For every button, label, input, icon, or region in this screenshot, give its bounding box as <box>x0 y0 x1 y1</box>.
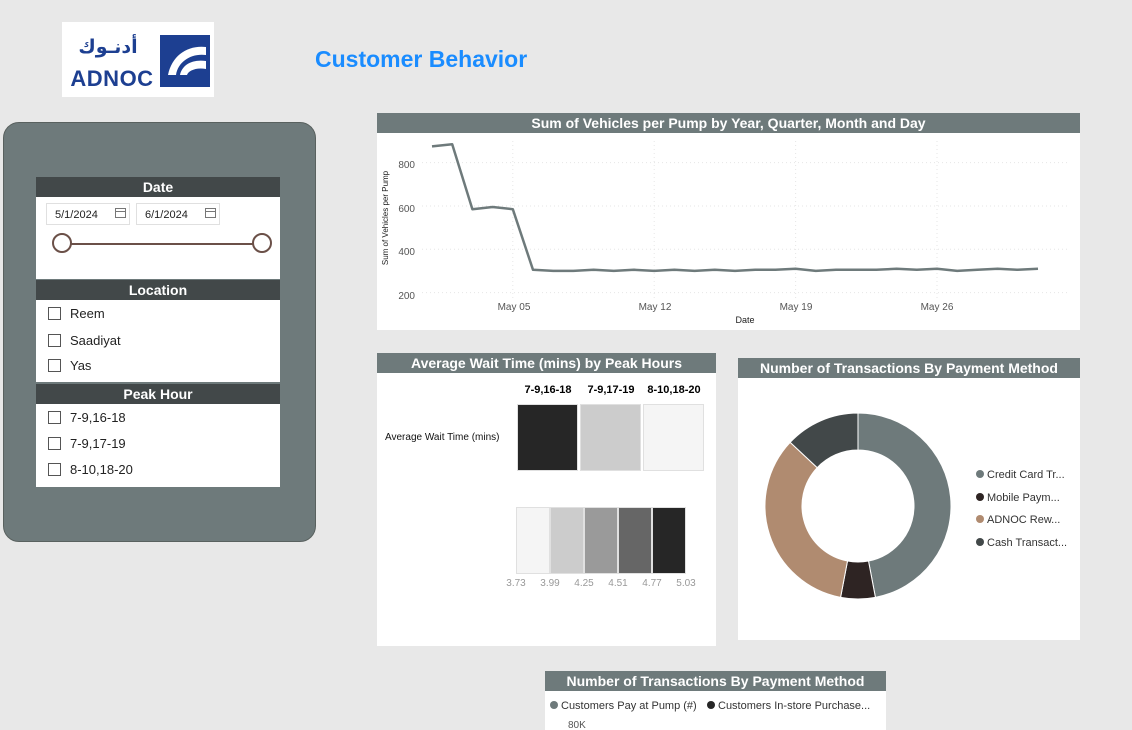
checkbox-icon[interactable] <box>48 358 61 372</box>
start-date-input[interactable]: 5/1/2024 <box>46 203 130 225</box>
matrix-cell[interactable] <box>643 404 704 471</box>
checkbox-icon[interactable] <box>48 410 61 424</box>
payment-donut-card: Number of Transactions By Payment Method… <box>738 358 1080 640</box>
date-slicer-title: Date <box>36 177 280 197</box>
color-scale-swatch <box>618 507 652 574</box>
bottom-chart-title: Number of Transactions By Payment Method <box>545 671 886 691</box>
color-scale-label: 4.25 <box>574 578 594 589</box>
matrix-title: Average Wait Time (mins) by Peak Hours <box>377 353 716 373</box>
donut-slice[interactable] <box>857 412 952 598</box>
matrix-column-header: 7-9,17-19 <box>587 384 635 396</box>
matrix-cell[interactable] <box>517 404 578 471</box>
donut-legend-item[interactable]: Cash Transact... <box>976 537 1067 549</box>
start-date-value: 5/1/2024 <box>55 209 98 221</box>
checkbox-icon[interactable] <box>48 306 61 320</box>
color-scale-swatch <box>652 507 686 574</box>
donut-chart[interactable] <box>758 406 958 606</box>
x-tick-label: May 12 <box>639 302 672 313</box>
color-scale-swatch <box>516 507 550 574</box>
peak-hour-slicer-title: Peak Hour <box>36 384 280 404</box>
location-option-reem[interactable]: Reem <box>48 304 105 324</box>
page-title: Customer Behavior <box>315 46 528 72</box>
line-chart-xlabel: Date <box>735 315 754 325</box>
logo-arabic-text: أدنـوك <box>78 36 138 58</box>
date-range-end-handle[interactable] <box>252 233 272 253</box>
legend-dot-icon <box>707 701 715 710</box>
legend-dot-icon <box>976 470 984 479</box>
bottom-legend-item: Customers Pay at Pump (#) <box>550 700 697 712</box>
wait-time-matrix-card: Average Wait Time (mins) by Peak Hours 7… <box>377 353 716 646</box>
adnoc-logo: أدنـوك ADNOC <box>62 22 214 97</box>
legend-label: Cash Transact... <box>987 536 1068 549</box>
legend-label: Mobile Paym... <box>987 491 1060 504</box>
calendar-icon[interactable] <box>115 208 126 218</box>
line-chart-title: Sum of Vehicles per Pump by Year, Quarte… <box>377 113 1080 133</box>
peak-hour-slicer: Peak Hour 7-9,16-18 7-9,17-19 8-10,18-20 <box>36 384 280 487</box>
legend-dot-icon <box>976 537 984 546</box>
x-tick-label: May 05 <box>498 302 531 313</box>
calendar-icon[interactable] <box>205 208 216 218</box>
bottom-y-tick: 80K <box>568 720 586 730</box>
series-line[interactable] <box>431 142 1039 273</box>
x-tick-label: May 26 <box>921 302 954 313</box>
date-range-track[interactable] <box>62 243 262 245</box>
matrix-row-label: Average Wait Time (mins) <box>385 432 500 443</box>
location-option-yas[interactable]: Yas <box>48 356 91 376</box>
color-scale-swatch <box>550 507 584 574</box>
donut-legend-item[interactable]: Credit Card Tr... <box>976 469 1065 481</box>
donut-title: Number of Transactions By Payment Method <box>738 358 1080 378</box>
date-range-start-handle[interactable] <box>52 233 72 253</box>
legend-dot-icon <box>550 701 558 710</box>
color-scale-label: 4.51 <box>608 578 628 589</box>
line-chart-ylabel: Sum of Vehicles per Pump <box>381 170 390 265</box>
end-date-value: 6/1/2024 <box>145 209 188 221</box>
legend-dot-icon <box>976 492 984 501</box>
x-tick-label: May 19 <box>780 302 813 313</box>
donut-legend-item[interactable]: Mobile Paym... <box>976 492 1060 504</box>
donut-legend: Credit Card Tr... Mobile Paym... ADNOC Rew… <box>976 469 1080 569</box>
color-scale-swatch <box>584 507 618 574</box>
matrix-cell[interactable] <box>580 404 641 471</box>
color-scale-label: 5.03 <box>676 578 696 589</box>
legend-label: ADNOC Rew... <box>987 514 1061 526</box>
date-slicer: Date 5/1/2024 6/1/2024 <box>36 177 280 279</box>
checkbox-icon[interactable] <box>48 333 61 347</box>
peak-hour-option-1[interactable]: 7-9,16-18 <box>48 408 126 428</box>
legend-dot-icon <box>976 515 984 524</box>
transactions-bottom-card: Number of Transactions By Payment Method… <box>545 671 886 730</box>
location-slicer-title: Location <box>36 280 280 300</box>
y-tick-label: 200 <box>398 291 415 302</box>
color-scale-label: 3.99 <box>540 578 560 589</box>
end-date-input[interactable]: 6/1/2024 <box>136 203 220 225</box>
peak-hour-option-2[interactable]: 7-9,17-19 <box>48 434 126 454</box>
y-tick-label: 400 <box>398 247 415 258</box>
donut-legend-item[interactable]: ADNOC Rew... <box>976 514 1060 526</box>
donut-slice[interactable] <box>764 441 849 598</box>
line-chart[interactable]: Sum of Vehicles per Pump Date 800 600 40… <box>377 133 1080 330</box>
location-option-saadiyat[interactable]: Saadiyat <box>48 331 121 351</box>
donut-slice[interactable] <box>789 412 859 469</box>
color-scale-label: 4.77 <box>642 578 662 589</box>
vehicles-line-chart-card: Sum of Vehicles per Pump by Year, Quarte… <box>377 113 1080 330</box>
location-slicer: Location Reem Saadiyat Yas <box>36 280 280 382</box>
peak-hour-option-3[interactable]: 8-10,18-20 <box>48 460 133 480</box>
matrix-column-header: 7-9,16-18 <box>524 384 572 396</box>
checkbox-icon[interactable] <box>48 462 61 476</box>
color-scale-label: 3.73 <box>506 578 526 589</box>
checkbox-icon[interactable] <box>48 436 61 450</box>
logo-english-text: ADNOC <box>70 66 154 91</box>
matrix-column-header: 8-10,18-20 <box>647 384 701 396</box>
y-tick-label: 800 <box>398 160 415 171</box>
bottom-legend-item: Customers In-store Purchase... <box>707 700 870 712</box>
logo-emblem-icon <box>160 35 210 87</box>
legend-label: Credit Card Tr... <box>987 469 1065 481</box>
y-tick-label: 600 <box>398 204 415 215</box>
